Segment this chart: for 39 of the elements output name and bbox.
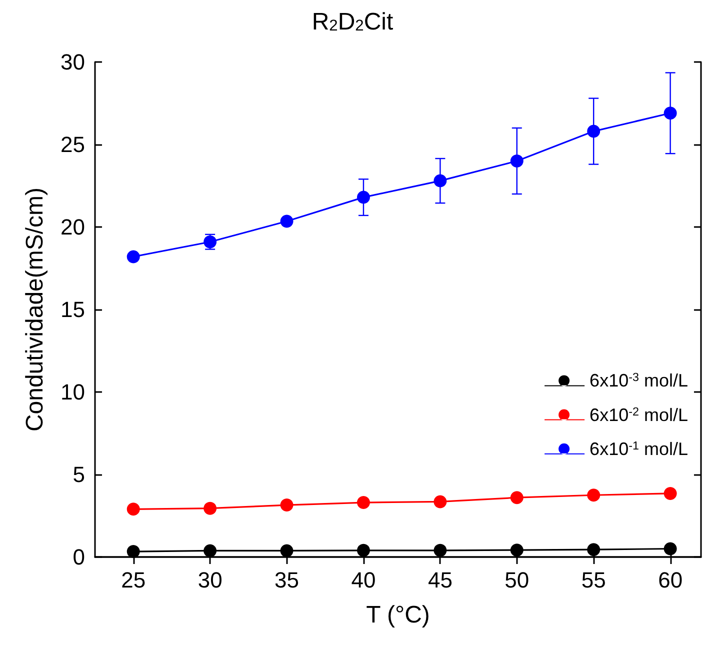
chart-title: R2D2Cit [312, 8, 394, 36]
point [126, 545, 140, 558]
point [664, 106, 677, 120]
point [356, 190, 370, 204]
x-tick-label: 30 [198, 568, 222, 592]
point [587, 488, 600, 502]
x-tick-label: 40 [351, 568, 376, 592]
point [126, 250, 140, 264]
x-tick-label: 50 [504, 568, 530, 592]
point [126, 502, 140, 516]
point [434, 174, 447, 188]
x-tick-label: 55 [581, 568, 606, 592]
point [356, 496, 370, 510]
x-tick-label: 60 [658, 568, 683, 592]
point [664, 486, 677, 500]
point [280, 544, 294, 558]
point [510, 491, 524, 504]
x-tick-label: 25 [121, 568, 146, 592]
x-tick-label: 35 [274, 568, 300, 592]
point [204, 544, 217, 558]
x-axis-title: T (°C) [366, 602, 430, 628]
point [356, 544, 370, 557]
point [204, 502, 217, 515]
y-tick-label: 0 [72, 544, 85, 570]
point [434, 495, 447, 508]
point [434, 544, 447, 557]
y-axis-title: Condutividade(mS/cm) [22, 187, 48, 432]
x-tick-label: 45 [428, 568, 452, 592]
y-tick-label: 5 [72, 462, 85, 487]
y-tick-label: 10 [60, 380, 85, 404]
y-tick-label: 15 [60, 297, 85, 322]
point [280, 214, 294, 228]
point [510, 544, 524, 557]
y-tick-label: 20 [60, 214, 85, 240]
point [587, 124, 600, 138]
point [510, 154, 524, 168]
y-tick-label: 25 [60, 132, 85, 157]
y-tick-label: 30 [60, 50, 85, 74]
point [280, 498, 294, 512]
